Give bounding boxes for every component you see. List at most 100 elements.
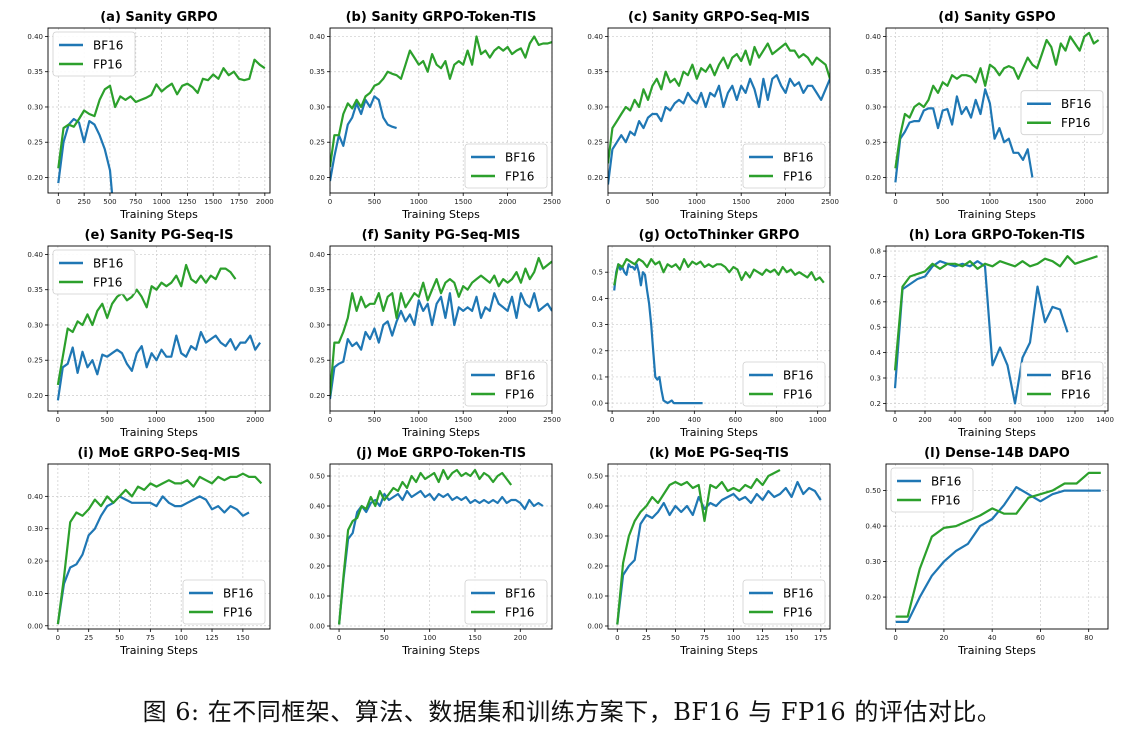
legend-label: FP16 <box>505 388 534 402</box>
legend: BF16 FP16 <box>1020 361 1104 407</box>
legend-label: BF16 <box>505 151 535 165</box>
y-tick-label: 0.35 <box>309 68 325 76</box>
series-line-fp16 <box>895 471 1101 618</box>
legend-label: FP16 <box>783 388 812 402</box>
y-tick-label: 0.25 <box>865 139 881 147</box>
x-tick-label: 600 <box>729 416 742 424</box>
chart-title: (k) MoE PG-Seq-TIS <box>649 446 789 461</box>
y-tick-label: 0.30 <box>27 525 43 533</box>
series-line-fp16 <box>330 35 552 168</box>
legend: BF16 FP16 <box>742 579 826 625</box>
chart-title: (f) Sanity PG-Seq-MIS <box>362 228 521 243</box>
y-tick-label: 0.30 <box>309 533 325 541</box>
x-tick-label: 0 <box>893 634 897 642</box>
y-tick-label: 0.8 <box>870 248 881 256</box>
x-tick-label: 0 <box>610 416 614 424</box>
legend: BF16 FP16 <box>1020 90 1104 136</box>
x-axis-label: Training Steps <box>401 208 480 221</box>
x-tick-label: 1000 <box>1036 416 1054 424</box>
y-tick-label: 0.20 <box>587 174 603 182</box>
y-tick-label: 0.5 <box>592 269 603 277</box>
x-tick-label: 125 <box>756 634 769 642</box>
x-tick-label: 500 <box>103 198 116 206</box>
series-line-fp16 <box>616 469 781 625</box>
x-tick-label: 0 <box>893 198 897 206</box>
legend-label: BF16 <box>505 587 535 601</box>
series-line-bf16 <box>893 260 1069 405</box>
legend: BF16 FP16 <box>464 361 548 407</box>
legend-label: BF16 <box>783 369 813 383</box>
series-line-fp16 <box>613 257 825 286</box>
x-tick-label: 0 <box>56 198 60 206</box>
legend: BF16 FP16 <box>742 361 826 407</box>
x-tick-label: 500 <box>101 416 114 424</box>
chart-panel: (j) MoE GRPO-Token-TIS 0 50 100 150 200 0.00 0.… <box>282 442 562 660</box>
legend-label: FP16 <box>783 606 812 620</box>
series-line-bf16 <box>616 480 822 625</box>
x-tick-label: 2000 <box>499 198 517 206</box>
chart-svg: (k) MoE PG-Seq-TIS 0 25 50 75 100 125 150 175 0.0… <box>587 446 831 657</box>
y-tick-label: 0.2 <box>870 400 881 408</box>
y-tick-label: 0.40 <box>865 523 881 531</box>
plot-frame <box>47 463 271 630</box>
y-tick-label: 0.20 <box>309 392 325 400</box>
series-line-bf16 <box>330 95 397 182</box>
series-line-fp16 <box>330 256 552 396</box>
chart-title: (a) Sanity GRPO <box>100 10 218 25</box>
y-tick-label: 0.40 <box>27 33 43 41</box>
x-tick-label: 0 <box>337 634 341 642</box>
legend: BF16 FP16 <box>464 579 548 625</box>
x-tick-label: 0 <box>56 634 60 642</box>
series-line-fp16 <box>338 468 513 625</box>
x-tick-label: 200 <box>647 416 660 424</box>
plot-frame <box>885 463 1109 630</box>
x-tick-label: 1000 <box>410 198 428 206</box>
y-tick-label: 0.40 <box>309 503 325 511</box>
x-tick-label: 1750 <box>230 198 248 206</box>
x-tick-label: 75 <box>146 634 155 642</box>
x-tick-label: 1000 <box>148 416 166 424</box>
plot-frame <box>607 27 831 194</box>
chart-svg: (l) Dense-14B DAPO 0 20 40 60 80 0.20 0.30 0.40 0… <box>865 446 1109 657</box>
chart-panel: (d) Sanity GSPO 0 500 1000 1500 2000 0.20 0.25 0… <box>838 6 1118 224</box>
chart-panel: (f) Sanity PG-Seq-MIS 0 500 1000 1500 2000 250… <box>282 224 562 442</box>
y-tick-label: 0.40 <box>865 33 881 41</box>
x-tick-label: 2500 <box>543 198 561 206</box>
x-tick-label: 150 <box>236 634 249 642</box>
chart-title: (d) Sanity GSPO <box>938 10 1055 25</box>
legend-label: BF16 <box>1061 97 1091 111</box>
plot-frame <box>47 245 271 412</box>
x-axis-label: Training Steps <box>957 644 1036 657</box>
legend-label: BF16 <box>931 475 961 489</box>
x-axis-label: Training Steps <box>401 426 480 439</box>
y-tick-label: 0.30 <box>27 103 43 111</box>
y-tick-label: 0.25 <box>27 139 43 147</box>
series-line-fp16 <box>894 31 1100 169</box>
figure-caption: 图 6: 在不同框架、算法、数据集和训练方案下，BF16 与 FP16 的评估对… <box>142 698 1002 726</box>
series-line-fp16 <box>608 42 830 164</box>
chart-title: (b) Sanity GRPO-Token-TIS <box>346 10 537 25</box>
y-tick-label: 0.40 <box>587 33 603 41</box>
chart-panel: (g) OctoThinker GRPO 0 200 400 600 800 1000 0.0… <box>560 224 840 442</box>
x-tick-label: 0 <box>328 416 332 424</box>
plot-frame <box>885 27 1109 194</box>
x-tick-label: 1500 <box>454 416 472 424</box>
chart-panel: (k) MoE PG-Seq-TIS 0 25 50 75 100 125 150 175 0.0… <box>560 442 840 660</box>
y-tick-label: 0.35 <box>587 68 603 76</box>
x-tick-label: 40 <box>988 634 997 642</box>
series-line-bf16 <box>56 330 262 401</box>
x-tick-label: 1500 <box>1028 198 1046 206</box>
x-tick-label: 1000 <box>809 416 827 424</box>
chart-svg: (j) MoE GRPO-Token-TIS 0 50 100 150 200 0.00 0.… <box>309 446 553 657</box>
y-tick-label: 0.2 <box>592 347 603 355</box>
legend-label: FP16 <box>223 606 252 620</box>
x-tick-label: 150 <box>468 634 481 642</box>
x-axis-label: Training Steps <box>957 208 1036 221</box>
chart-svg: (f) Sanity PG-Seq-MIS 0 500 1000 1500 2000 250… <box>309 228 561 439</box>
plot-frame <box>885 245 1109 412</box>
y-tick-label: 0.25 <box>309 357 325 365</box>
y-tick-label: 0.35 <box>27 68 43 76</box>
series-line-fp16 <box>56 263 237 386</box>
y-tick-label: 0.40 <box>309 251 325 259</box>
x-tick-label: 250 <box>77 198 90 206</box>
